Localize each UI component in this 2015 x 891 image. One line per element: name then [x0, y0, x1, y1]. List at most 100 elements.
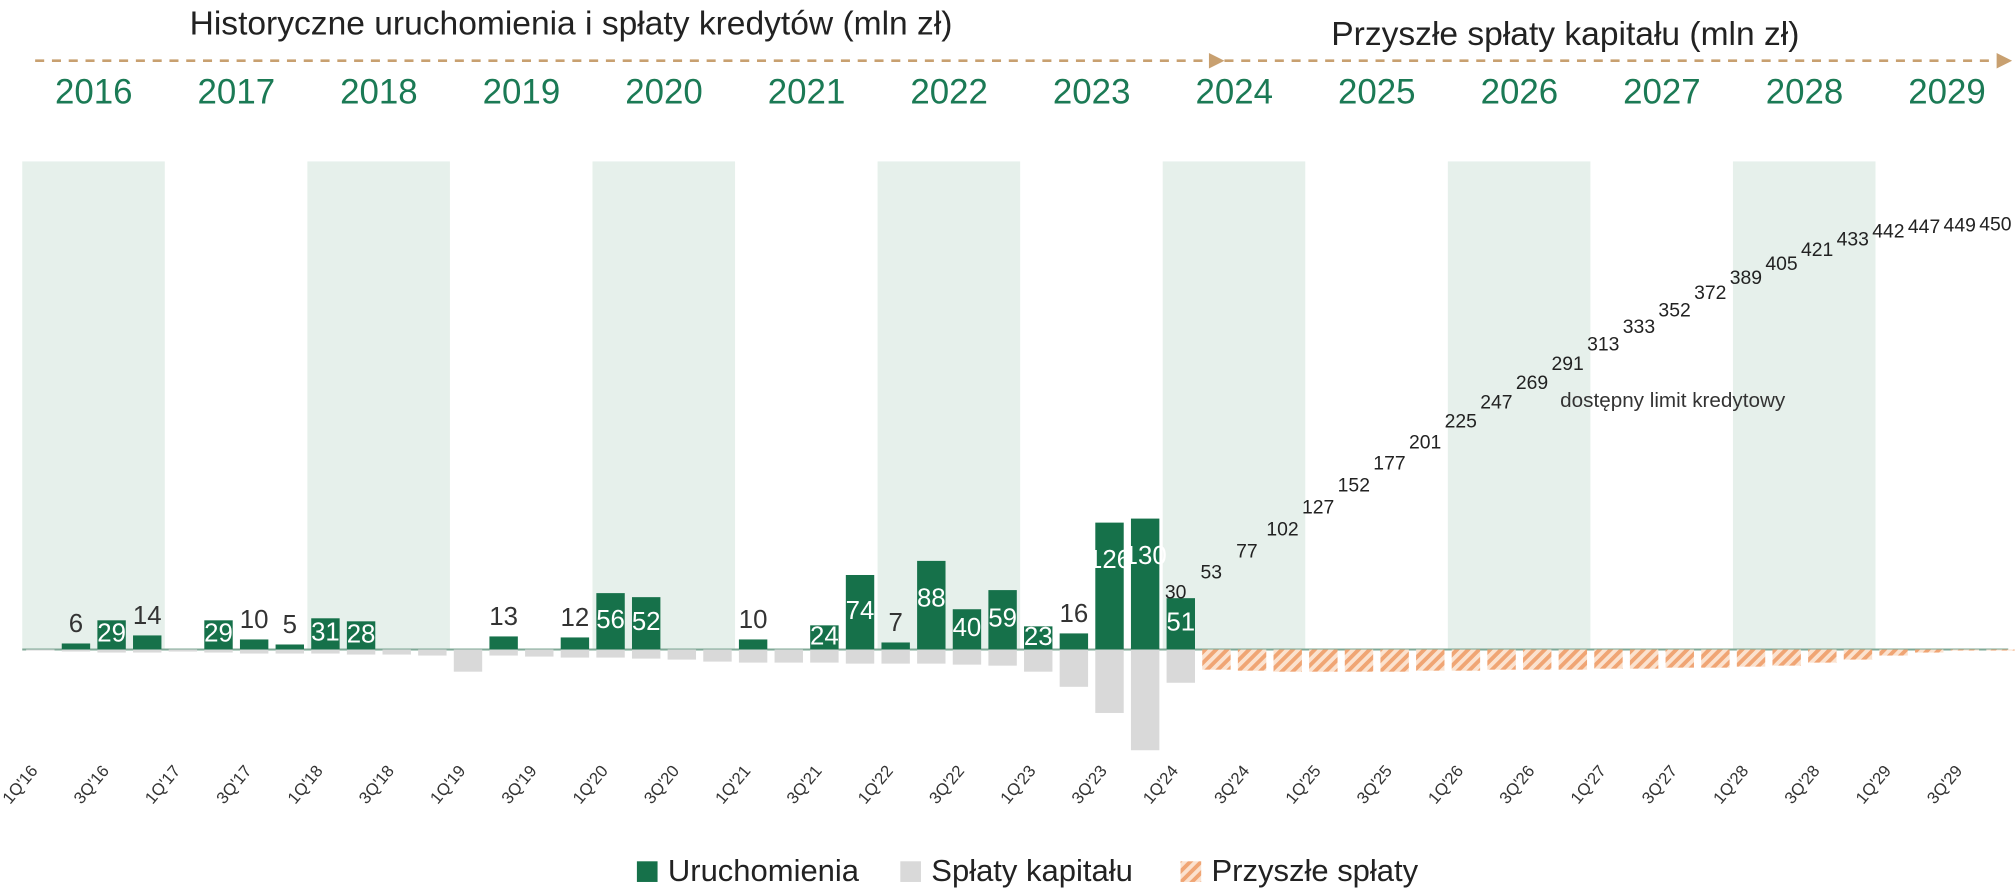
- data-label: 31: [311, 619, 340, 647]
- legend: Uruchomienia Spłaty kapitału Przyszłe spła…: [636, 853, 1419, 888]
- bar: [988, 649, 1017, 666]
- bar: [1202, 649, 1231, 670]
- year-label: 2019: [483, 72, 561, 111]
- bar: [346, 649, 376, 655]
- bar: [1594, 649, 1623, 669]
- bar: [346, 621, 376, 650]
- bar: [881, 649, 910, 664]
- x-tick-label: 3Q'28: [1781, 762, 1824, 808]
- x-tick-label: 1Q'28: [1709, 762, 1752, 808]
- year-label: 2025: [1338, 72, 1416, 111]
- x-tick-label: 3Q'18: [355, 762, 398, 808]
- bar: [239, 649, 269, 654]
- arrow-head: [1208, 52, 1225, 69]
- x-tick-label: 1Q'20: [569, 762, 612, 808]
- data-label: 23: [1024, 623, 1053, 651]
- bar: [382, 649, 411, 655]
- x-tick-label: 1Q'25: [1282, 762, 1325, 808]
- year-label: 2020: [625, 72, 703, 111]
- bar: [1095, 649, 1124, 713]
- limit-label: 389: [1730, 267, 1762, 289]
- bar: [1772, 649, 1801, 666]
- chart-subtitle: Przyszłe spłaty kapitału (mln zł): [1331, 16, 1799, 53]
- year-band: [1162, 161, 1306, 650]
- bar: [952, 649, 982, 665]
- bar: [1024, 626, 1053, 650]
- data-label: 16: [1060, 600, 1089, 628]
- limit-label: 77: [1236, 540, 1258, 562]
- year-label: 2029: [1908, 72, 1986, 111]
- data-label: 52: [632, 608, 661, 636]
- data-label: 130: [1124, 542, 1167, 570]
- bar: [275, 644, 304, 650]
- data-label: 24: [810, 622, 839, 650]
- x-tick-label: 3Q'19: [498, 762, 541, 808]
- bar: [311, 618, 340, 650]
- limit-label: 449: [1944, 214, 1976, 236]
- bar: [810, 649, 839, 663]
- x-tick-label: 1Q'18: [284, 762, 327, 808]
- data-label: 29: [97, 620, 126, 648]
- year-band: [307, 161, 450, 650]
- limit-label: 225: [1445, 411, 1477, 433]
- x-tick-label: 3Q'16: [70, 762, 113, 808]
- data-label: 28: [347, 620, 376, 648]
- legend-label: Uruchomienia: [668, 853, 860, 888]
- bar: [1344, 649, 1374, 672]
- data-label: 29: [204, 620, 233, 648]
- data-label: 88: [917, 584, 946, 612]
- bar: [1024, 649, 1053, 672]
- x-tick-label: 3Q'24: [1210, 762, 1253, 808]
- bar: [1522, 649, 1552, 670]
- limit-label: 269: [1516, 372, 1548, 394]
- year-label: 2022: [910, 72, 988, 111]
- data-label: 12: [561, 604, 590, 632]
- bar: [1950, 649, 1980, 651]
- x-tick-label: 3Q'20: [640, 762, 683, 808]
- data-label: 13: [489, 603, 518, 631]
- x-tick-label: 1Q'17: [141, 762, 184, 808]
- bar: [133, 649, 162, 653]
- data-label: 126: [1088, 546, 1131, 574]
- bar: [1736, 649, 1766, 667]
- year-band: [592, 161, 736, 650]
- x-tick-label: 1Q'24: [1139, 762, 1182, 808]
- x-tick-label: 3Q'23: [1068, 762, 1111, 808]
- limit-label: 450: [1979, 213, 2012, 235]
- limit-label: 313: [1587, 333, 1619, 355]
- limit-label: 352: [1658, 299, 1690, 321]
- limit-label: 53: [1200, 561, 1222, 583]
- bar: [1558, 649, 1588, 670]
- x-tick-label: 1Q'23: [997, 762, 1040, 808]
- year-label: 2017: [198, 72, 276, 111]
- data-label: 74: [846, 597, 875, 625]
- bar: [1237, 649, 1267, 671]
- limit-label: 102: [1266, 519, 1298, 541]
- year-label: 2018: [340, 72, 418, 111]
- x-tick-label: 3Q'29: [1923, 762, 1966, 808]
- bar: [952, 609, 982, 650]
- bar: [738, 649, 768, 663]
- bar: [845, 574, 875, 650]
- data-label: 40: [953, 614, 982, 642]
- limit-label: 291: [1552, 353, 1584, 375]
- data-label: 14: [133, 602, 162, 630]
- bar: [525, 649, 554, 657]
- limit-label: 447: [1908, 216, 1940, 238]
- bar: [738, 639, 768, 650]
- bar: [61, 649, 91, 652]
- x-tick-label: 3Q'22: [925, 762, 968, 808]
- bar: [845, 649, 875, 664]
- bar: [988, 590, 1017, 650]
- year-label: 2016: [55, 72, 133, 111]
- limit-label: 247: [1480, 391, 1512, 413]
- limit-label: 201: [1409, 432, 1441, 454]
- bar: [204, 649, 233, 653]
- bar: [1273, 649, 1302, 672]
- arrow-head: [1996, 52, 2013, 69]
- legend-swatch: [900, 861, 921, 882]
- bar: [1059, 633, 1089, 650]
- data-label: 56: [596, 606, 625, 634]
- legend-swatch: [1180, 861, 1202, 882]
- year-band: [22, 161, 165, 650]
